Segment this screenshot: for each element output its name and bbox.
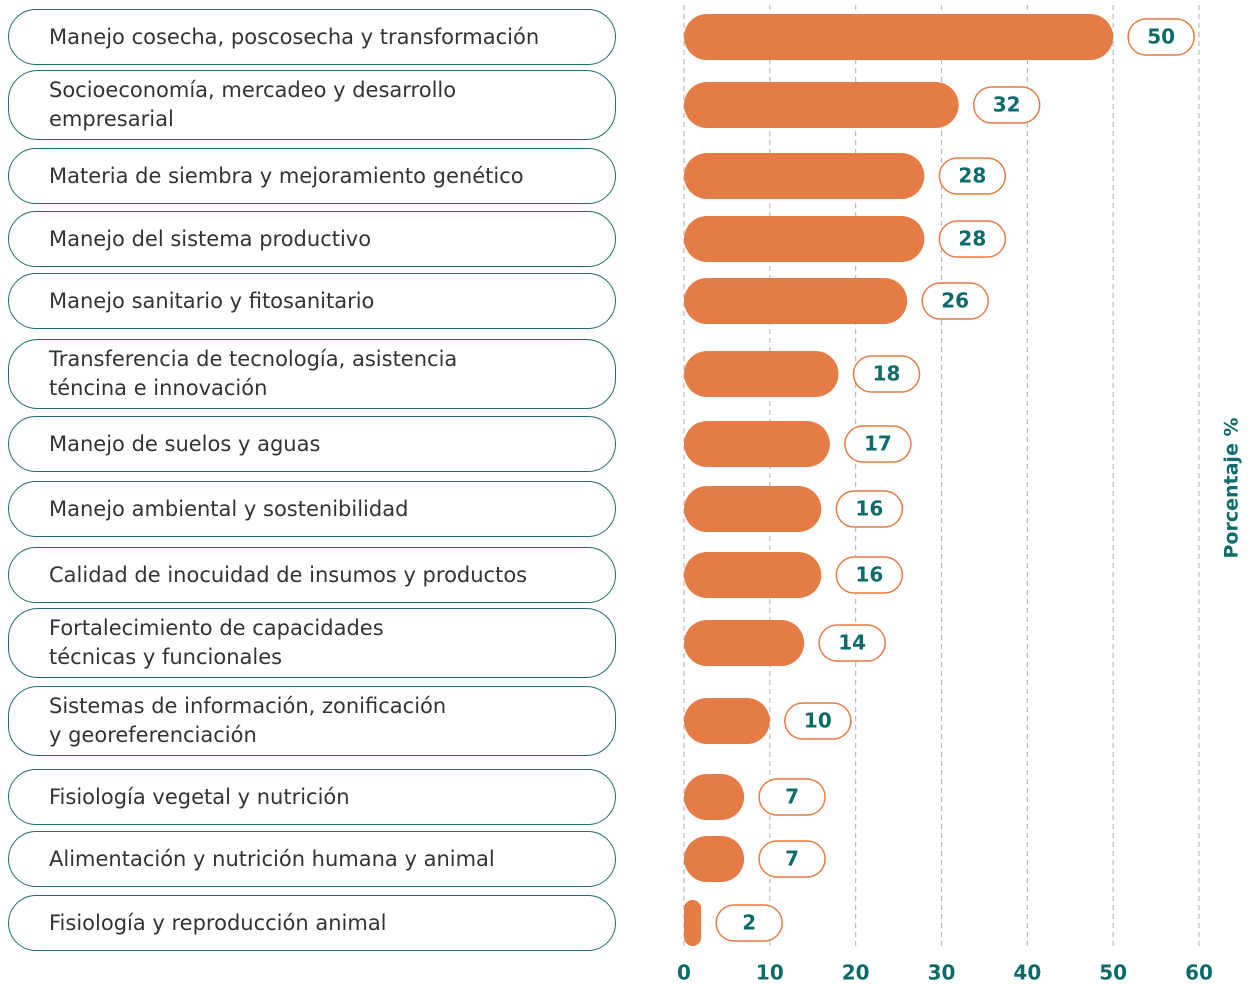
value-label-box [844, 425, 912, 463]
x-tick-label: 20 [842, 961, 870, 984]
category-label: Transferencia de tecnología, asistencia … [8, 339, 616, 409]
bar [684, 278, 908, 324]
value-label-box [715, 904, 783, 942]
value-label-box [938, 220, 1007, 258]
value-label-box [852, 355, 921, 393]
value-label-box [818, 624, 886, 662]
value-label-box [758, 778, 826, 816]
category-label: Materia de siembra y mejoramiento genéti… [8, 148, 616, 204]
category-label: Sistemas de información, zonificación y … [8, 686, 616, 756]
category-label: Fisiología vegetal y nutrición [8, 769, 616, 825]
category-label: Manejo cosecha, poscosecha y transformac… [8, 9, 616, 65]
x-tick-label: 60 [1185, 961, 1213, 984]
category-label: Fisiología y reproducción animal [8, 895, 616, 951]
value-label-box [835, 490, 904, 528]
value-label-box [1127, 18, 1195, 56]
value-label: 14 [838, 631, 866, 655]
bar [684, 620, 805, 666]
x-tick-label: 40 [1013, 961, 1041, 984]
bar [684, 698, 770, 744]
category-label: Socioeconomía, mercadeo y desarrollo emp… [8, 70, 616, 140]
category-label: Manejo del sistema productivo [8, 211, 616, 267]
value-label-box [758, 840, 826, 878]
category-label: Manejo de suelos y aguas [8, 416, 616, 472]
category-label: Fortalecimiento de capacidades técnicas … [8, 608, 616, 678]
value-label: 7 [785, 785, 799, 809]
value-label-box [938, 157, 1007, 195]
value-label-box [972, 86, 1041, 124]
x-tick-label: 30 [928, 961, 956, 984]
bar [684, 351, 839, 397]
value-label: 16 [855, 497, 883, 521]
value-label: 28 [958, 164, 986, 188]
x-tick-label: 50 [1099, 961, 1127, 984]
bar [684, 153, 925, 199]
bar [684, 836, 745, 882]
bar [684, 552, 822, 598]
value-label: 16 [855, 563, 883, 587]
axis-label: Porcentaje % [1221, 418, 1243, 559]
value-label: 18 [873, 362, 901, 386]
bar [684, 82, 959, 128]
value-label: 32 [993, 93, 1021, 117]
value-label: 7 [785, 847, 799, 871]
value-label: 2 [742, 911, 756, 935]
x-tick-label: 10 [756, 961, 784, 984]
value-label-box [921, 282, 989, 320]
value-label-box [784, 702, 852, 740]
category-label: Calidad de inocuidad de insumos y produc… [8, 547, 616, 603]
value-label: 26 [941, 289, 969, 313]
value-label-box [835, 556, 904, 594]
bar [684, 900, 702, 946]
bar [684, 421, 830, 467]
value-label: 28 [958, 227, 986, 251]
value-label: 17 [864, 432, 892, 456]
bar [684, 486, 822, 532]
value-label: 50 [1147, 25, 1175, 49]
category-label: Alimentación y nutrición humana y animal [8, 831, 616, 887]
x-tick-label: 0 [677, 961, 691, 984]
bar [684, 14, 1114, 60]
value-label: 10 [804, 709, 832, 733]
bar [684, 216, 925, 262]
category-label: Manejo sanitario y fitosanitario [8, 273, 616, 329]
category-label: Manejo ambiental y sostenibilidad [8, 481, 616, 537]
bar [684, 774, 745, 820]
